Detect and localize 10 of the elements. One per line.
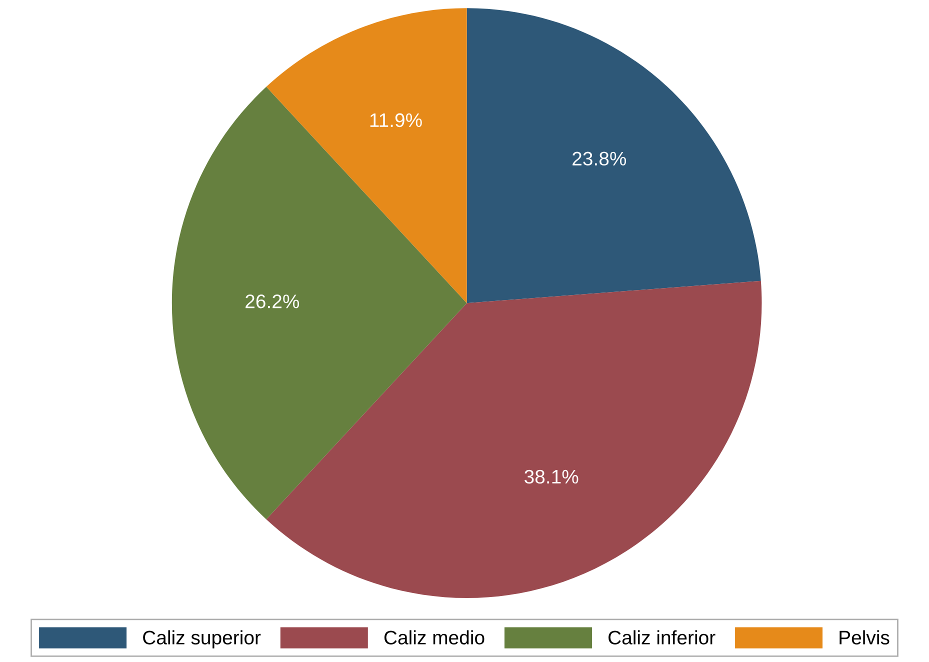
legend-label: Caliz medio — [384, 630, 484, 644]
legend-label: Pelvis — [840, 630, 890, 644]
legend-label: Caliz inferior — [608, 630, 716, 644]
data-label: 38.1% — [524, 470, 578, 484]
data-label: 26.2% — [246, 294, 300, 308]
data-label: 23.8% — [572, 152, 626, 166]
data-label: 11.9% — [370, 113, 422, 128]
pie-slice — [466, 8, 761, 304]
pie-slice — [172, 86, 467, 520]
legend-label: Caliz superior — [143, 630, 261, 648]
